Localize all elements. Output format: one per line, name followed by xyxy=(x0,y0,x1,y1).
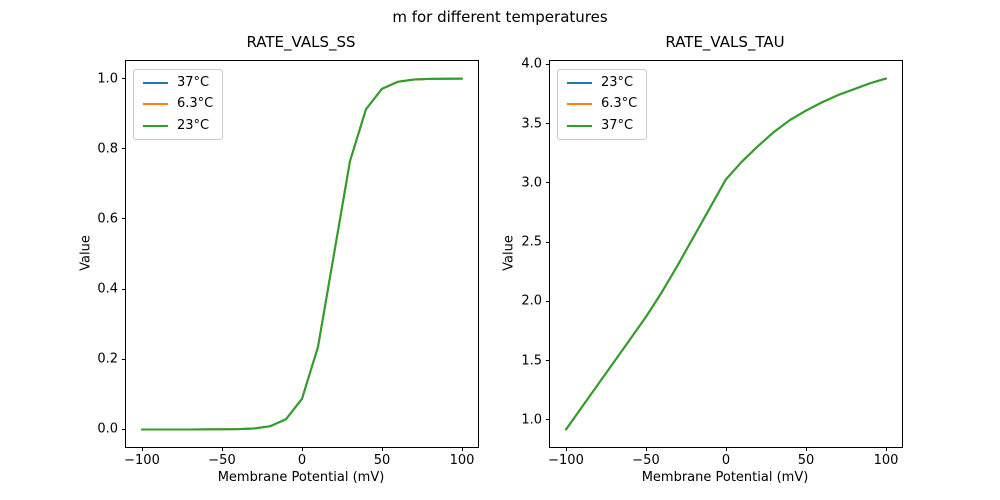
x-tick xyxy=(141,447,143,451)
x-tick xyxy=(565,447,567,451)
y-tick xyxy=(122,148,126,150)
y-tick-label: 0.2 xyxy=(97,351,118,367)
y-tick-label: 0.0 xyxy=(97,421,118,437)
y-tick xyxy=(122,218,126,220)
x-tick xyxy=(301,447,303,451)
x-tick-label: −100 xyxy=(124,453,160,468)
x-tick xyxy=(725,447,727,451)
plot-ss-title: RATE_VALS_SS xyxy=(246,33,356,51)
x-tick-label: −100 xyxy=(548,453,584,468)
x-tick-label: 0 xyxy=(297,453,307,468)
y-tick xyxy=(546,241,550,243)
legend-line-swatch xyxy=(143,103,168,106)
y-tick-label: 1.0 xyxy=(97,71,118,87)
y-tick-label: 1.0 xyxy=(521,412,542,428)
legend: 37°C 6.3°C 23°C xyxy=(133,69,224,140)
x-tick xyxy=(461,447,463,451)
y-tick xyxy=(122,288,126,290)
plot-tau-xaxis-label: Membrane Potential (mV) xyxy=(641,470,809,485)
y-tick xyxy=(546,360,550,362)
legend: 23°C 6.3°C 37°C xyxy=(557,69,648,140)
legend-label: 23°C xyxy=(601,75,634,90)
y-tick-label: 3.5 xyxy=(521,116,542,132)
curve-23°C xyxy=(141,77,463,431)
x-tick-label: 100 xyxy=(873,453,899,468)
y-tick xyxy=(546,182,550,184)
y-tick-label: 0.8 xyxy=(97,141,118,157)
legend-line-swatch xyxy=(567,103,592,106)
legend-label: 37°C xyxy=(601,117,634,133)
legend-entry: 37°C xyxy=(567,117,637,133)
x-tick-label: 0 xyxy=(721,453,731,468)
y-tick xyxy=(546,419,550,421)
legend-label: 6.3°C xyxy=(177,96,214,112)
legend-line-swatch xyxy=(567,82,592,85)
plot-tau-title: RATE_VALS_TAU xyxy=(665,33,785,51)
x-tick xyxy=(805,447,807,451)
legend-label: 37°C xyxy=(177,75,210,90)
y-tick xyxy=(122,428,126,430)
legend-entry: 37°C xyxy=(143,75,213,90)
y-tick-label: 0.6 xyxy=(97,211,118,227)
figure-title: m for different temperatures xyxy=(392,8,608,26)
legend-entry: 6.3°C xyxy=(143,96,214,112)
y-tick-label: 2.0 xyxy=(521,293,542,309)
plot-ss-xaxis-label: Membrane Potential (mV) xyxy=(217,470,385,485)
legend-line-swatch xyxy=(567,124,592,127)
x-tick-label: −50 xyxy=(632,453,660,468)
x-tick-label: 100 xyxy=(449,453,475,468)
x-tick xyxy=(645,447,647,451)
y-tick xyxy=(122,358,126,360)
plot-tau-axes: −100 −50 0 50 100 1.0 1.5 2.0 2.5 3.0 3.5 4.0 23°C 6.… xyxy=(521,58,903,467)
y-tick xyxy=(546,300,550,302)
y-tick xyxy=(546,123,550,125)
x-tick xyxy=(885,447,887,451)
plot-tau-curves xyxy=(565,77,887,431)
legend-entry: 23°C xyxy=(143,117,213,133)
plot-ss-curves xyxy=(141,77,463,431)
y-tick xyxy=(122,78,126,80)
y-tick xyxy=(546,63,550,65)
x-tick xyxy=(221,447,223,451)
y-tick-label: 2.5 xyxy=(521,234,542,250)
legend-label: 6.3°C xyxy=(601,96,638,112)
y-tick-label: 1.5 xyxy=(521,353,542,369)
x-tick-label: 50 xyxy=(373,453,391,468)
plot-ss-axes: −100 −50 0 50 100 0.0 0.2 0.4 0.6 0.8 1.0 37°C 6.3°C… xyxy=(97,60,479,467)
x-tick-label: 50 xyxy=(797,453,815,468)
x-tick-label: −50 xyxy=(208,453,236,468)
curve-37°C xyxy=(565,77,887,431)
legend-entry: 6.3°C xyxy=(567,96,638,112)
legend-entry: 23°C xyxy=(567,75,637,90)
legend-line-swatch xyxy=(143,124,168,127)
y-tick-label: 0.4 xyxy=(97,281,118,297)
y-tick-label: 3.0 xyxy=(521,175,542,191)
legend-line-swatch xyxy=(143,82,168,85)
plot-ss-yaxis-label: Value xyxy=(78,235,94,271)
x-tick xyxy=(381,447,383,451)
plot-tau-yaxis-label: Value xyxy=(501,235,517,271)
y-tick-label: 4.0 xyxy=(521,56,542,72)
legend-label: 23°C xyxy=(177,117,210,133)
